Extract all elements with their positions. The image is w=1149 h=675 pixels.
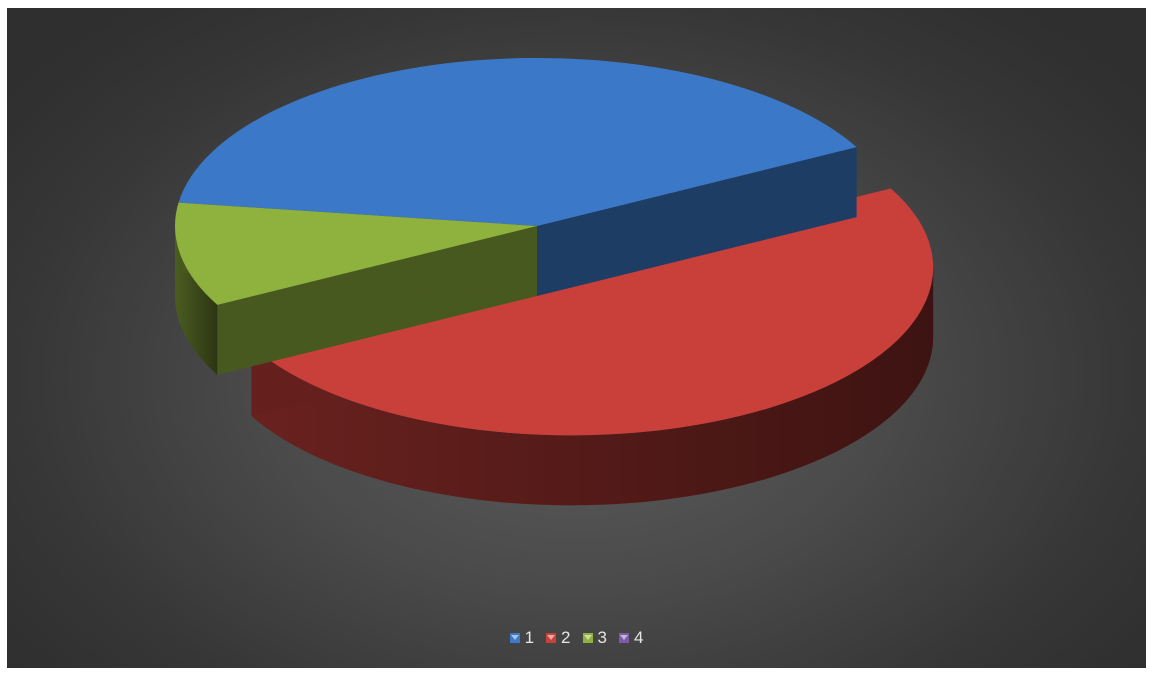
pie-slice-top [178, 57, 857, 226]
pie-slice-2[interactable] [251, 188, 934, 506]
pie-slice-cut-face [537, 147, 857, 296]
legend-label-3: 3 [597, 628, 607, 647]
legend-item-3[interactable]: 3 [582, 628, 607, 648]
pie-chart [175, 57, 934, 506]
pie-slice-top [251, 188, 934, 436]
legend-swatch-4 [618, 633, 629, 643]
legend-item-2[interactable]: 2 [546, 628, 571, 648]
pie-slice-wall-shade [175, 226, 218, 375]
legend-swatch-1 [509, 633, 520, 643]
legend-label-4: 4 [633, 628, 644, 647]
legend-label-2: 2 [561, 628, 571, 647]
pie-slice-3[interactable] [175, 202, 538, 375]
legend-item-1[interactable]: 1 [509, 628, 535, 648]
legend-swatch-3 [582, 633, 593, 643]
legend-swatch-2 [546, 633, 557, 643]
legend-label-1: 1 [524, 628, 535, 647]
legend-item-4[interactable]: 4 [618, 628, 644, 648]
pie-slice-wall-shade [251, 267, 934, 506]
legend: 1 2 3 4 [7, 628, 1146, 648]
pie-slice-top [175, 202, 537, 305]
chart-area: 1 2 3 4 [7, 8, 1146, 668]
